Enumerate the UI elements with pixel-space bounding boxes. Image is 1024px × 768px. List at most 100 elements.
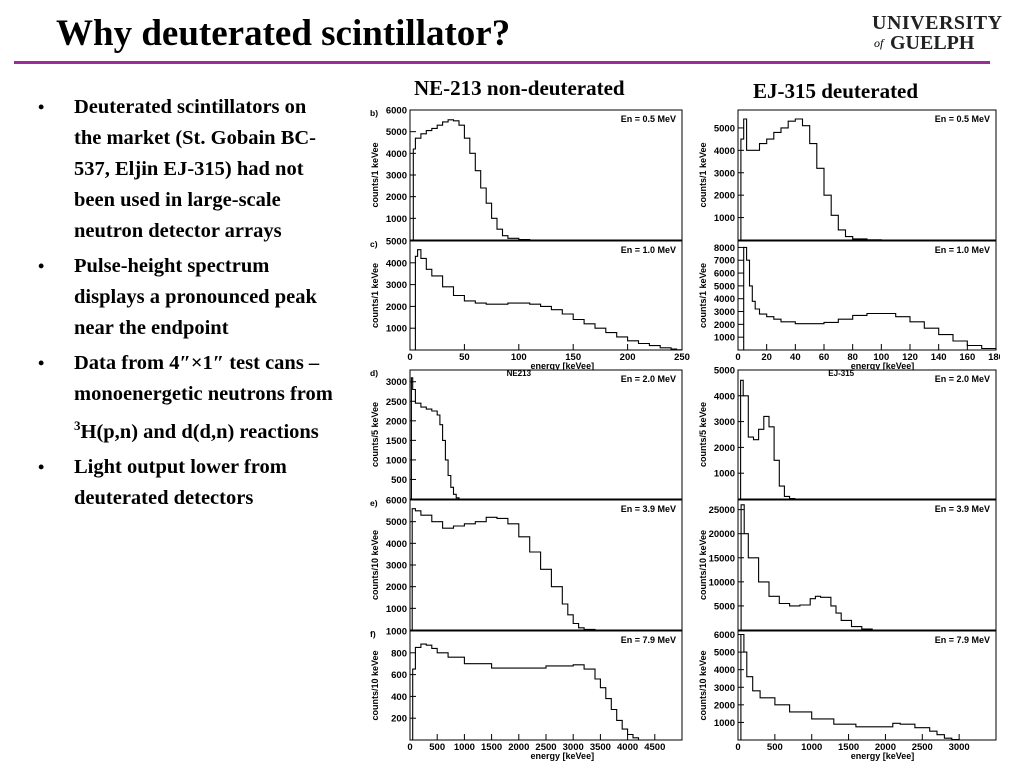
- bullet-text: Deuterated scintillators on the market (…: [74, 96, 317, 242]
- y-tick-label: 15000: [709, 553, 735, 564]
- bullet-text-tail: H(p,n) and d(d,n) reactions: [80, 420, 319, 443]
- y-axis-label: counts/10 keVee: [370, 530, 380, 600]
- x-tick-label: 500: [429, 742, 445, 753]
- y-tick-label: 5000: [386, 237, 407, 248]
- x-tick-label: 100: [873, 352, 889, 363]
- y-tick-label: 25000: [709, 505, 735, 516]
- plot-frame: [409, 109, 683, 241]
- y-tick-label: 5000: [386, 127, 407, 138]
- x-tick-label: 50: [459, 352, 470, 363]
- x-tick-label: 250: [674, 352, 690, 363]
- x-tick-label: 60: [819, 352, 830, 363]
- x-tick-label: 2000: [508, 742, 529, 753]
- plot-frame: [409, 240, 683, 351]
- university-logo: UNIVERSITY GUELPH of: [872, 12, 1002, 56]
- x-axis-label: energy [keVee]: [531, 751, 595, 761]
- x-tick-label: 4500: [644, 742, 665, 753]
- y-tick-label: 3000: [714, 168, 735, 179]
- logo-word-university: UNIVERSITY: [872, 12, 1003, 34]
- spectrum-line: [410, 119, 682, 241]
- slide-title: Why deuterated scintillator?: [56, 13, 511, 54]
- spectrum-line: [410, 377, 682, 500]
- panel-letter: d): [370, 368, 378, 378]
- y-tick-label: 5000: [714, 366, 735, 377]
- bullet-text: Data from 4″×1″ test cans – monoenergeti…: [74, 352, 333, 405]
- x-tick-label: 100: [511, 352, 527, 363]
- y-axis-label: counts/1 keVee: [370, 263, 380, 328]
- bullet-dot-icon: •: [38, 456, 45, 477]
- x-tick-label: 1500: [481, 742, 502, 753]
- y-axis-label: counts/1 keVee: [370, 142, 380, 207]
- y-tick-label: 600: [391, 670, 407, 681]
- y-tick-label: 1000: [386, 627, 407, 638]
- y-tick-label: 6000: [714, 630, 735, 641]
- y-tick-label: 5000: [714, 281, 735, 292]
- y-tick-label: 1000: [386, 455, 407, 466]
- bullet-superscript: 3: [74, 418, 81, 433]
- spectrum-line: [410, 508, 682, 631]
- x-tick-label: 180: [988, 352, 1000, 363]
- y-tick-label: 2000: [714, 320, 735, 331]
- logo-word-guelph: GUELPH: [890, 32, 975, 54]
- y-axis-label: counts/10 keVee: [698, 530, 708, 600]
- x-tick-label: 3000: [563, 742, 584, 753]
- y-tick-label: 2000: [386, 416, 407, 427]
- energy-label: En = 2.0 MeV: [935, 374, 990, 384]
- y-tick-label: 800: [391, 648, 407, 659]
- y-tick-label: 5000: [714, 648, 735, 659]
- y-tick-label: 2500: [386, 397, 407, 408]
- energy-label: En = 3.9 MeV: [935, 504, 990, 514]
- bullet-dot-icon: •: [38, 97, 45, 117]
- x-tick-label: 120: [902, 352, 918, 363]
- y-tick-label: 2000: [386, 582, 407, 593]
- x-tick-label: 0: [735, 742, 740, 753]
- x-tick-label: 2500: [912, 742, 933, 753]
- x-tick-label: 1500: [838, 742, 859, 753]
- panel-letter: f): [370, 629, 376, 639]
- x-tick-label: 1000: [801, 742, 822, 753]
- y-tick-label: 4000: [714, 391, 735, 402]
- y-axis-label: counts/5 keVee: [370, 402, 380, 467]
- spectrum-line: [410, 249, 683, 351]
- y-tick-label: 4000: [714, 146, 735, 157]
- plot-frame: [737, 240, 997, 351]
- column-heading-left: NE-213 non-deuterated: [414, 76, 625, 100]
- y-tick-label: 6000: [386, 106, 407, 117]
- energy-label: En = 7.9 MeV: [935, 635, 990, 645]
- y-tick-label: 10000: [709, 577, 735, 588]
- y-axis-label: counts/5 keVee: [698, 402, 708, 467]
- y-tick-label: 6000: [386, 496, 407, 507]
- logo-word-of: of: [874, 36, 884, 50]
- panel-letter: e): [370, 498, 378, 508]
- x-tick-label: 2500: [535, 742, 556, 753]
- x-tick-label: 1000: [454, 742, 475, 753]
- y-tick-label: 4000: [386, 258, 407, 269]
- y-axis-label: counts/10 keVee: [698, 650, 708, 720]
- y-tick-label: 2000: [714, 700, 735, 711]
- y-tick-label: 2000: [714, 443, 735, 454]
- bullet-item: • Data from 4″×1″ test cans – monoenerget…: [34, 348, 334, 448]
- energy-label: En = 2.0 MeV: [621, 374, 676, 384]
- x-tick-label: 3500: [590, 742, 611, 753]
- y-axis-label: counts/1 keVee: [698, 142, 708, 207]
- y-tick-label: 5000: [714, 123, 735, 134]
- y-tick-label: 6000: [714, 269, 735, 280]
- y-tick-label: 3000: [714, 307, 735, 318]
- spectrum-line: [738, 633, 996, 741]
- bullet-item: • Light output lower from deuterated dete…: [34, 452, 334, 514]
- y-tick-label: 3000: [714, 683, 735, 694]
- spectrum-line: [738, 118, 996, 241]
- y-tick-label: 1000: [386, 214, 407, 225]
- y-tick-label: 4000: [386, 539, 407, 550]
- energy-label: En = 7.9 MeV: [621, 635, 676, 645]
- bullet-text: Pulse-height spectrum displays a pronoun…: [74, 255, 317, 339]
- y-tick-label: 4000: [714, 665, 735, 676]
- y-tick-label: 3000: [386, 280, 407, 291]
- plot-frame: [409, 369, 683, 500]
- y-tick-label: 1000: [386, 604, 407, 615]
- energy-label: En = 0.5 MeV: [935, 114, 990, 124]
- x-tick-label: 20: [761, 352, 772, 363]
- y-tick-label: 20000: [709, 529, 735, 540]
- x-tick-label: 0: [407, 742, 412, 753]
- title-divider: [14, 61, 990, 64]
